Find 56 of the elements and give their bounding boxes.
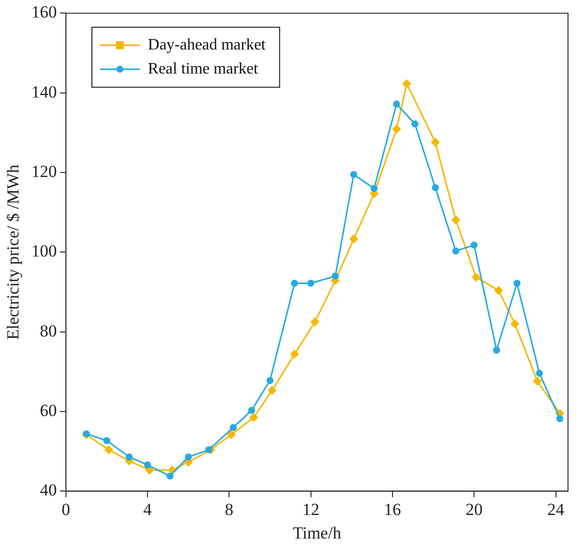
legend-label: Day-ahead market [148,36,266,54]
point [332,272,339,280]
point [349,234,358,244]
point [249,413,258,422]
point [144,461,152,468]
point [290,350,299,359]
point [266,376,274,384]
point [166,472,174,480]
point [513,280,520,287]
point [536,370,543,377]
point [510,319,520,328]
point [248,406,256,414]
point [230,424,237,431]
x-tick-label: 20 [466,500,483,519]
x-axis-title: Time/h [292,523,342,542]
y-tick-label: 120 [31,162,57,181]
point [350,171,358,178]
y-tick-label: 100 [31,242,57,261]
point [103,437,110,444]
point [402,79,412,88]
point [291,280,298,287]
point [451,215,460,224]
x-tick-label: 24 [547,500,565,519]
point [126,453,133,460]
y-tick-label: 160 [31,2,57,22]
y-tick-label: 40 [40,480,57,500]
point [307,280,314,287]
x-tick-label: 0 [62,500,70,519]
point [470,242,478,249]
point [310,317,320,326]
x-tick-label: 16 [384,500,401,519]
point [493,346,500,354]
x-tick-label: 4 [143,500,152,519]
point [393,100,400,108]
point [432,184,439,192]
point [494,286,504,295]
point [452,248,460,255]
point [556,415,564,422]
y-tick-label: 80 [40,321,57,340]
point [268,386,277,395]
legend-label: Real time market [148,60,259,78]
x-tick-label: 12 [302,500,320,519]
point [430,138,440,147]
point [472,272,481,282]
y-axis-title: Electricity price/ $ /MWh [4,164,23,340]
point [205,446,212,454]
x-tick-label: 8 [224,500,234,519]
point [532,376,542,386]
point [411,120,418,128]
point [370,184,378,192]
point [392,124,402,134]
y-tick-label: 140 [31,82,57,102]
y-tick-label: 60 [40,401,57,420]
point [184,453,192,460]
point [104,445,114,454]
point [226,430,236,440]
